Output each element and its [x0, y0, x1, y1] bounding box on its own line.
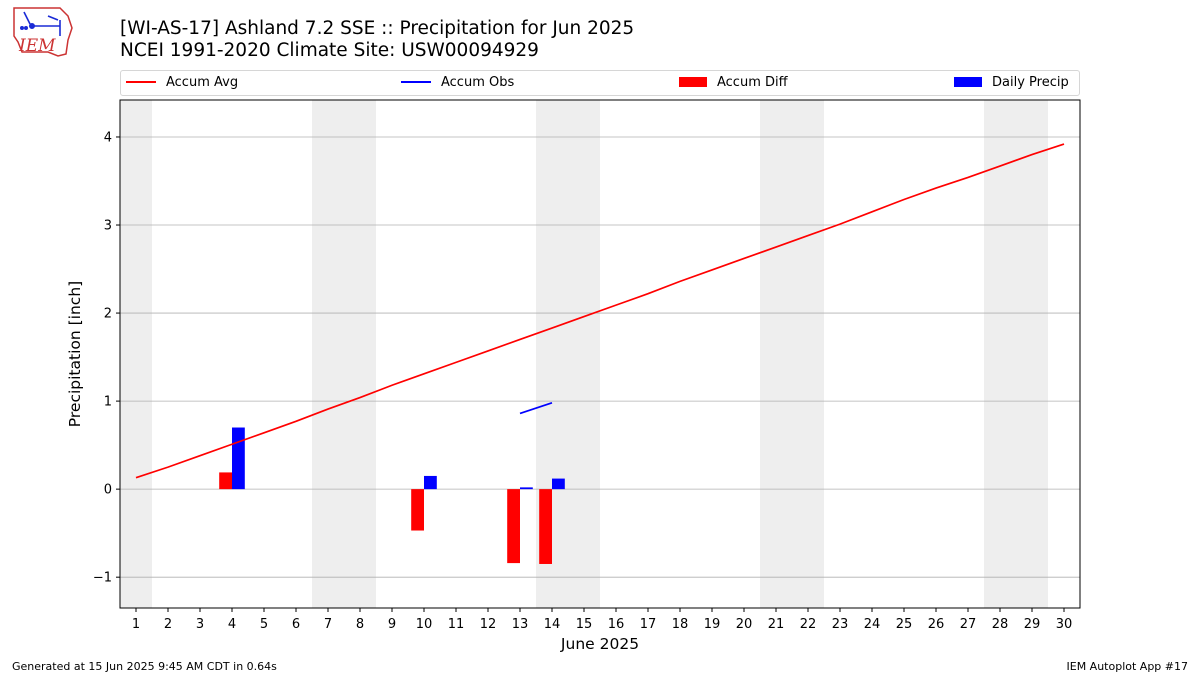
ytick-label-1: 1 — [104, 395, 112, 410]
xtick-label-16: 16 — [608, 617, 625, 632]
legend-label-accum-obs: Accum Obs — [441, 75, 515, 90]
xtick-label-18: 18 — [672, 617, 689, 632]
chart-title: [WI-AS-17] Ashland 7.2 SSE :: Precipitat… — [120, 18, 635, 39]
xtick-label-6: 6 — [292, 617, 300, 632]
plot-area — [120, 100, 1080, 608]
xtick-label-11: 11 — [448, 617, 465, 632]
xtick-label-14: 14 — [544, 617, 561, 632]
xtick-label-30: 30 — [1056, 617, 1073, 632]
xtick-label-26: 26 — [928, 617, 945, 632]
ytick-label-4: 4 — [104, 130, 112, 145]
weekend-shade-day-8 — [344, 100, 376, 608]
xtick-label-4: 4 — [228, 617, 236, 632]
weekend-shade-day-15 — [568, 100, 600, 608]
legend-label-daily-precip: Daily Precip — [992, 75, 1069, 90]
xtick-label-21: 21 — [768, 617, 785, 632]
ytick-label-0: 0 — [104, 483, 112, 498]
daily-precip-bar-day-14 — [552, 478, 565, 490]
legend-item-accum-avg: Accum Avg — [126, 74, 238, 92]
weekend-shade-day-29 — [1016, 100, 1048, 608]
xtick-label-10: 10 — [416, 617, 433, 632]
x-axis-label: June 2025 — [560, 635, 639, 653]
xtick-label-24: 24 — [864, 617, 881, 632]
chart-legend: Accum Avg Accum Obs Accum Diff Daily Pre… — [120, 70, 1080, 96]
ytick-label-3: 3 — [104, 219, 112, 234]
ytick-label--1: −1 — [93, 571, 112, 586]
weekend-shade-day-22 — [792, 100, 824, 608]
logo-text: IEM — [18, 36, 56, 56]
chart-subtitle: NCEI 1991-2020 Climate Site: USW00094929 — [120, 40, 539, 61]
weekend-shade-day-28 — [984, 100, 1016, 608]
xtick-label-19: 19 — [704, 617, 721, 632]
xtick-label-7: 7 — [324, 617, 332, 632]
weekend-shade-day-21 — [760, 100, 792, 608]
xtick-label-12: 12 — [480, 617, 497, 632]
weekend-shade-day-7 — [312, 100, 344, 608]
xtick-label-15: 15 — [576, 617, 593, 632]
xtick-label-28: 28 — [992, 617, 1009, 632]
weekend-shade-day-1 — [120, 100, 152, 608]
legend-item-accum-obs: Accum Obs — [401, 74, 514, 92]
accum-diff-bar-day-13 — [507, 489, 520, 564]
legend-item-accum-diff: Accum Diff — [679, 74, 788, 92]
xtick-label-27: 27 — [960, 617, 977, 632]
legend-swatch-accum-obs — [401, 80, 431, 83]
xtick-label-23: 23 — [832, 617, 849, 632]
legend-swatch-accum-avg — [126, 80, 156, 83]
daily-precip-bar-day-13 — [520, 487, 533, 490]
accum-diff-bar-day-14 — [539, 489, 552, 564]
legend-item-daily-precip: Daily Precip — [954, 74, 1069, 92]
xtick-label-9: 9 — [388, 617, 396, 632]
xtick-label-5: 5 — [260, 617, 268, 632]
xtick-label-13: 13 — [512, 617, 529, 632]
iem-logo: IEM — [13, 7, 73, 57]
xtick-label-22: 22 — [800, 617, 817, 632]
accum-diff-bar-day-10 — [411, 489, 424, 531]
footer-generated-text: Generated at 15 Jun 2025 9:45 AM CDT in … — [12, 660, 277, 673]
legend-swatch-daily-precip — [954, 76, 982, 87]
legend-label-accum-avg: Accum Avg — [166, 75, 239, 90]
legend-label-accum-diff: Accum Diff — [717, 75, 788, 90]
xtick-label-20: 20 — [736, 617, 753, 632]
y-axis-label: Precipitation [inch] — [66, 281, 84, 427]
xtick-label-25: 25 — [896, 617, 913, 632]
xtick-label-8: 8 — [356, 617, 364, 632]
daily-precip-bar-day-4 — [232, 427, 245, 490]
xtick-label-17: 17 — [640, 617, 657, 632]
xtick-label-2: 2 — [164, 617, 172, 632]
accum-obs-line — [519, 402, 553, 415]
accum-avg-line — [135, 143, 1065, 479]
weekend-shade-day-14 — [536, 100, 568, 608]
ytick-label-2: 2 — [104, 307, 112, 322]
xtick-label-3: 3 — [196, 617, 204, 632]
footer-app-text: IEM Autoplot App #17 — [1066, 660, 1189, 673]
xtick-label-1: 1 — [132, 617, 140, 632]
accum-diff-bar-day-4 — [219, 472, 232, 490]
daily-precip-bar-day-10 — [424, 475, 437, 490]
xtick-label-29: 29 — [1024, 617, 1041, 632]
legend-swatch-accum-diff — [679, 76, 707, 87]
plot-frame — [119, 99, 1081, 609]
